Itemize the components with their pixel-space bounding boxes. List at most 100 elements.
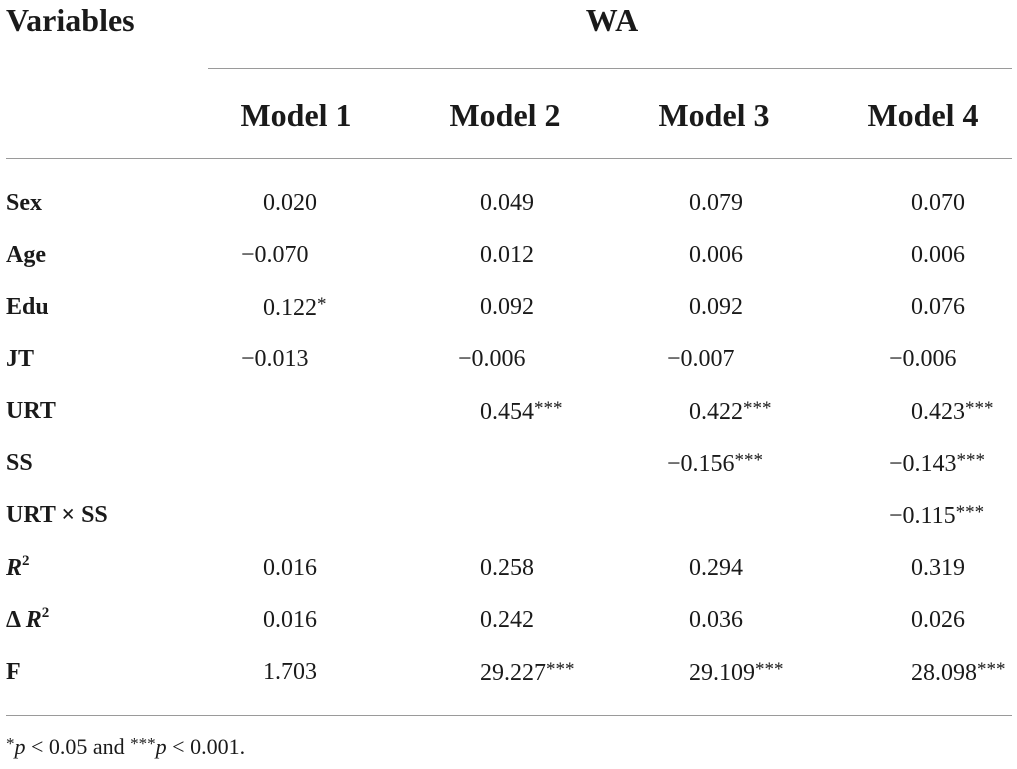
table-cell: 0.006 xyxy=(911,242,965,269)
significance-stars: *** xyxy=(734,450,764,471)
footnote-star-3: *** xyxy=(130,734,156,753)
cell-value: −0.013 xyxy=(241,346,309,372)
table-cell: 0.012 xyxy=(480,242,534,269)
cell-value: 0.012 xyxy=(480,242,534,268)
footnote-condition-1: < 0.05 and xyxy=(25,734,131,759)
cell-value: −0.156 xyxy=(667,451,735,477)
cell-value: 0.422 xyxy=(689,399,743,425)
table-cell: 0.049 xyxy=(480,190,534,217)
footnote-condition-3: < 0.001. xyxy=(166,734,246,759)
row-label: SS xyxy=(6,450,33,476)
table-cell: 0.020 xyxy=(263,190,317,217)
table-cell: −0.006 xyxy=(458,346,526,373)
cell-value: 0.076 xyxy=(911,294,965,320)
significance-stars: *** xyxy=(955,502,985,523)
table-cell: 0.026 xyxy=(911,607,965,634)
table-cell: 0.242 xyxy=(480,607,534,634)
cell-value: −0.006 xyxy=(889,346,957,372)
significance-stars: *** xyxy=(743,398,772,419)
table-footnote: *p < 0.05 and ***p < 0.001. xyxy=(6,734,245,760)
table-bottom-rule xyxy=(6,715,1012,716)
model-4-header: Model 4 xyxy=(867,97,979,133)
row-label: Δ R2 xyxy=(6,605,50,634)
table-cell: 0.016 xyxy=(263,607,317,634)
cell-value: 0.423 xyxy=(911,399,965,425)
row-label: Edu xyxy=(6,294,49,320)
footnote-p-1: p xyxy=(14,734,26,759)
table-cell: −0.115*** xyxy=(889,502,984,530)
table-cell: 0.454*** xyxy=(480,398,563,426)
row-label: URT xyxy=(6,398,56,424)
cell-value: −0.006 xyxy=(458,346,526,372)
table-cell: 0.076 xyxy=(911,294,965,321)
table-cell: −0.007 xyxy=(667,346,735,373)
table-cell: −0.006 xyxy=(889,346,957,373)
table-cell: 0.092 xyxy=(689,294,743,321)
cell-value: 0.079 xyxy=(689,190,743,216)
table-cell: −0.143*** xyxy=(889,450,985,478)
table-cell: 0.079 xyxy=(689,190,743,217)
footnote-p-3: p xyxy=(155,734,167,759)
table-cell: 0.258 xyxy=(480,555,534,582)
cell-value: 0.319 xyxy=(911,555,965,581)
cell-value: −0.115 xyxy=(889,503,956,529)
cell-value: 0.258 xyxy=(480,555,534,581)
cell-value: 0.454 xyxy=(480,399,534,425)
cell-value: 0.294 xyxy=(689,555,743,581)
cell-value: 0.092 xyxy=(480,294,534,320)
cell-value: 0.049 xyxy=(480,190,534,216)
table-cell: −0.013 xyxy=(241,346,309,373)
table-cell: 1.703 xyxy=(263,659,317,686)
cell-value: 29.227 xyxy=(480,660,546,686)
row-label: URT × SS xyxy=(6,502,108,528)
cell-value: −0.007 xyxy=(667,346,735,372)
row-label: Age xyxy=(6,242,46,268)
table-cell: −0.156*** xyxy=(667,450,763,478)
cell-value: −0.070 xyxy=(241,242,309,268)
cell-value: 28.098 xyxy=(911,660,977,686)
table-header-variables: Variables xyxy=(6,2,135,38)
footnote-star-1: * xyxy=(6,734,15,753)
table-cell: 28.098*** xyxy=(911,659,1006,687)
cell-value: 0.242 xyxy=(480,607,534,633)
significance-stars: *** xyxy=(546,659,575,680)
table-cell: 0.319 xyxy=(911,555,965,582)
model-2-header: Model 2 xyxy=(449,97,561,133)
table-cell: 0.092 xyxy=(480,294,534,321)
cell-value: 0.026 xyxy=(911,607,965,633)
table-cell: 0.070 xyxy=(911,190,965,217)
cell-value: 0.092 xyxy=(689,294,743,320)
table-cell: 0.036 xyxy=(689,607,743,634)
table-cell: −0.070 xyxy=(241,242,309,269)
model-3-header: Model 3 xyxy=(658,97,770,133)
cell-value: 0.122 xyxy=(263,295,317,321)
significance-stars: *** xyxy=(977,659,1006,680)
significance-stars: *** xyxy=(956,450,986,471)
table-cell: 0.122* xyxy=(263,294,327,322)
table-cell: 29.109*** xyxy=(689,659,784,687)
table-cell: 0.016 xyxy=(263,555,317,582)
table-header-group: WA xyxy=(585,2,640,38)
significance-stars: *** xyxy=(534,398,563,419)
cell-value: 0.020 xyxy=(263,190,317,216)
cell-value: 0.070 xyxy=(911,190,965,216)
model-1-header: Model 1 xyxy=(240,97,352,133)
cell-value: 0.006 xyxy=(689,242,743,268)
cell-value: 0.016 xyxy=(263,555,317,581)
cell-value: 0.016 xyxy=(263,607,317,633)
cell-value: 29.109 xyxy=(689,660,755,686)
row-label: R2 xyxy=(6,553,30,582)
cell-value: 1.703 xyxy=(263,659,317,685)
group-underline-rule xyxy=(208,68,1012,69)
significance-stars: *** xyxy=(965,398,994,419)
significance-stars: *** xyxy=(755,659,784,680)
significance-stars: * xyxy=(317,294,327,315)
header-bottom-rule xyxy=(6,158,1012,159)
table-cell: 0.294 xyxy=(689,555,743,582)
table-cell: 29.227*** xyxy=(480,659,575,687)
row-label: Sex xyxy=(6,190,42,216)
row-label: JT xyxy=(6,346,35,372)
cell-value: 0.036 xyxy=(689,607,743,633)
table-cell: 0.006 xyxy=(689,242,743,269)
row-label: F xyxy=(6,659,21,685)
